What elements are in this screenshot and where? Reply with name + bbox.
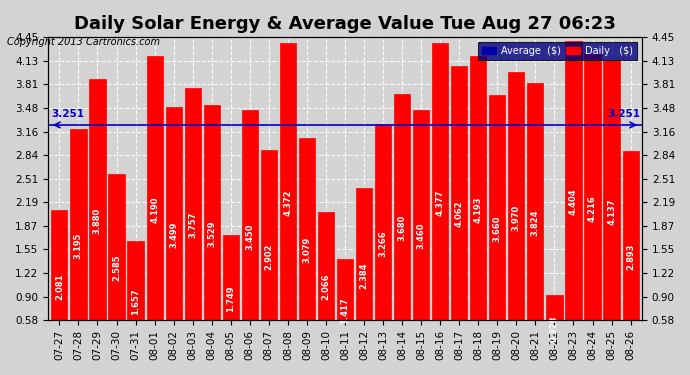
Text: 2.902: 2.902 [264, 243, 273, 270]
Text: 4.190: 4.190 [150, 196, 159, 223]
Bar [166, 107, 181, 363]
Bar [90, 79, 106, 363]
Text: 1.417: 1.417 [340, 297, 350, 324]
Bar [489, 95, 505, 363]
Bar [223, 235, 239, 363]
Text: 2.585: 2.585 [112, 255, 121, 281]
Text: 4.377: 4.377 [435, 189, 444, 216]
Text: 3.195: 3.195 [74, 232, 83, 259]
Bar [394, 94, 411, 363]
Bar [279, 43, 296, 363]
Bar [299, 138, 315, 363]
Bar [51, 210, 68, 363]
Bar [432, 43, 448, 363]
Text: 4.137: 4.137 [607, 198, 616, 225]
Text: 3.880: 3.880 [93, 208, 102, 234]
Text: 3.824: 3.824 [531, 210, 540, 236]
Text: 3.529: 3.529 [207, 220, 216, 247]
Bar [108, 174, 125, 363]
Text: 4.062: 4.062 [455, 201, 464, 227]
Bar [584, 54, 600, 363]
Text: 4.216: 4.216 [588, 195, 597, 222]
Text: 3.757: 3.757 [188, 212, 197, 238]
Text: 4.404: 4.404 [569, 188, 578, 215]
Bar [565, 41, 582, 363]
Bar [509, 72, 524, 363]
Bar [185, 88, 201, 363]
Title: Daily Solar Energy & Average Value Tue Aug 27 06:23: Daily Solar Energy & Average Value Tue A… [74, 15, 616, 33]
Bar [451, 66, 467, 363]
Legend: Average  ($), Daily   ($): Average ($), Daily ($) [477, 42, 637, 60]
Bar [318, 211, 334, 363]
Bar [261, 150, 277, 363]
Text: 3.460: 3.460 [417, 223, 426, 249]
Bar [337, 259, 353, 363]
Text: 3.266: 3.266 [379, 230, 388, 256]
Bar [146, 56, 163, 363]
Text: 4.372: 4.372 [284, 189, 293, 216]
Text: 3.251: 3.251 [607, 109, 640, 119]
Text: 2.081: 2.081 [55, 273, 64, 300]
Text: 3.680: 3.680 [397, 215, 406, 241]
Text: 3.660: 3.660 [493, 216, 502, 242]
Text: 2.066: 2.066 [322, 274, 331, 300]
Text: 2.893: 2.893 [626, 244, 635, 270]
Bar [470, 56, 486, 363]
Bar [356, 188, 372, 363]
Bar [204, 105, 220, 363]
Text: 3.970: 3.970 [512, 204, 521, 231]
Text: 4.193: 4.193 [474, 196, 483, 223]
Text: 3.450: 3.450 [246, 223, 255, 250]
Bar [413, 110, 429, 363]
Text: Copyright 2013 Cartronics.com: Copyright 2013 Cartronics.com [7, 37, 160, 47]
Bar [604, 60, 620, 363]
Bar [70, 129, 86, 363]
Bar [527, 83, 544, 363]
Text: 3.251: 3.251 [52, 109, 85, 119]
Bar [546, 295, 562, 363]
Bar [128, 242, 144, 363]
Text: 3.499: 3.499 [169, 222, 178, 248]
Text: 1.749: 1.749 [226, 285, 235, 312]
Text: 3.079: 3.079 [302, 237, 311, 263]
Bar [241, 110, 258, 363]
Bar [622, 151, 639, 363]
Text: 0.928: 0.928 [550, 315, 559, 342]
Text: 1.657: 1.657 [131, 289, 140, 315]
Bar [375, 124, 391, 363]
Text: 2.384: 2.384 [359, 262, 368, 289]
